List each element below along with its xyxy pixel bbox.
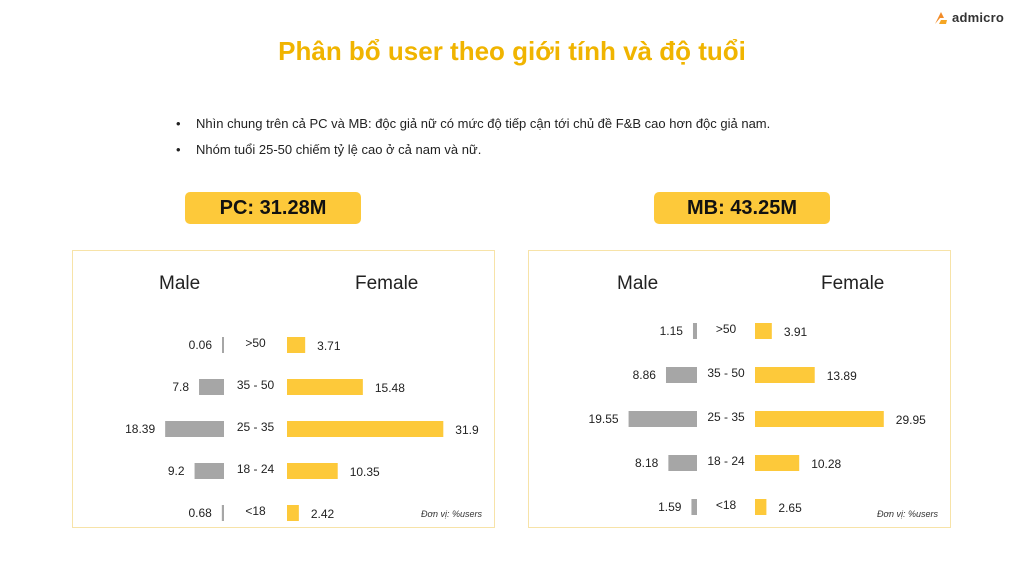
female-header: Female: [355, 273, 419, 294]
male-value-label: 0.06: [189, 338, 213, 352]
brand-name: admicro: [952, 10, 1004, 25]
male-bar: [691, 499, 697, 515]
age-category-label: >50: [716, 322, 737, 336]
female-bar: [287, 463, 338, 479]
female-bar: [755, 499, 767, 515]
female-value-label: 10.35: [350, 465, 380, 479]
age-category-label: 35 - 50: [707, 366, 745, 380]
female-value-label: 2.65: [778, 501, 802, 515]
male-value-label: 1.59: [658, 500, 682, 514]
male-bar: [221, 505, 224, 521]
admicro-logo-icon: [935, 11, 948, 24]
age-category-label: 25 - 35: [707, 410, 745, 424]
male-value-label: 8.86: [633, 368, 657, 382]
male-header: Male: [159, 273, 201, 294]
age-category-label: <18: [245, 504, 266, 518]
female-value-label: 15.48: [375, 381, 405, 395]
age-category-label: 18 - 24: [707, 454, 745, 468]
mb-total-badge: MB: 43.25M: [654, 192, 830, 224]
unit-note: Đơn vị: %users: [421, 509, 482, 519]
mb-chart-panel: Male Female 1.15 3.91 >50 8.86 13.89 35 - 50 1…: [528, 250, 951, 528]
male-bar: [628, 411, 697, 427]
female-bar: [287, 505, 299, 521]
female-bar: [755, 323, 772, 339]
male-bar: [199, 379, 224, 395]
female-bar: [755, 411, 884, 427]
male-bar: [165, 421, 224, 437]
female-bar: [287, 337, 306, 353]
female-value-label: 10.28: [811, 457, 841, 471]
male-bar: [194, 463, 224, 479]
male-bar: [668, 455, 697, 471]
pc-butterfly-chart: 0.06 3.71 >50 7.8 15.48 35 - 50 18.39 31.9 25 - …: [125, 336, 479, 521]
male-value-label: 18.39: [125, 422, 155, 436]
age-category-label: 25 - 35: [237, 420, 275, 434]
male-bar: [665, 367, 697, 383]
female-bar: [755, 367, 815, 383]
female-value-label: 13.89: [827, 369, 857, 383]
female-value-label: 3.91: [784, 325, 808, 339]
bullet-item: Nhìn chung trên cả PC và MB: độc giả nữ …: [176, 116, 770, 131]
male-value-label: 9.2: [168, 464, 185, 478]
female-value-label: 29.95: [896, 413, 926, 427]
summary-bullets: Nhìn chung trên cả PC và MB: độc giả nữ …: [176, 116, 770, 168]
male-value-label: 19.55: [589, 412, 619, 426]
mb-butterfly-chart: 1.15 3.91 >50 8.86 13.89 35 - 50 19.55 29.95 25 …: [589, 322, 926, 515]
male-value-label: 7.8: [172, 380, 189, 394]
age-category-label: >50: [245, 336, 266, 350]
female-value-label: 2.42: [311, 507, 335, 521]
female-header: Female: [821, 273, 885, 294]
page-title: Phân bổ user theo giới tính và độ tuổi: [278, 36, 746, 66]
male-value-label: 1.15: [660, 324, 684, 338]
female-value-label: 3.71: [317, 339, 341, 353]
male-value-label: 0.68: [188, 506, 212, 520]
bullet-item: Nhóm tuổi 25-50 chiếm tỷ lệ cao ở cả nam…: [176, 142, 770, 157]
age-category-label: 35 - 50: [237, 378, 275, 392]
male-bar: [222, 337, 224, 353]
age-category-label: 18 - 24: [237, 462, 275, 476]
female-bar: [755, 455, 800, 471]
brand-logo: admicro: [934, 10, 1004, 25]
female-bar: [287, 379, 363, 395]
female-value-label: 31.9: [455, 423, 479, 437]
pc-total-badge: PC: 31.28M: [185, 192, 361, 224]
male-header: Male: [617, 273, 659, 294]
male-value-label: 8.18: [635, 456, 659, 470]
pc-chart-panel: Male Female 0.06 3.71 >50 7.8 15.48 35 - 50 18…: [72, 250, 495, 528]
age-category-label: <18: [716, 498, 737, 512]
male-bar: [692, 323, 697, 339]
female-bar: [287, 421, 444, 437]
unit-note: Đơn vị: %users: [877, 509, 938, 519]
